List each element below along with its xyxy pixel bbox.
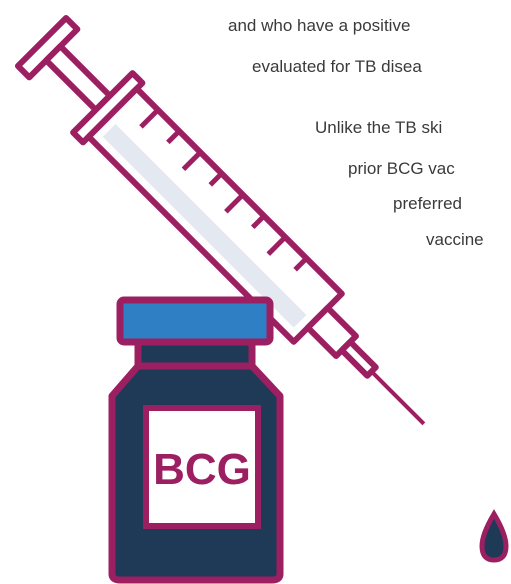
text-line: evaluated for TB disea bbox=[252, 57, 422, 76]
text-line: and who have a positive bbox=[228, 16, 410, 35]
page: {"text_lines": ["and who have a positive… bbox=[0, 0, 511, 584]
illustration: and who have a positive evaluated for TB… bbox=[0, 0, 511, 584]
vial-label: BCG bbox=[153, 445, 251, 494]
text-line: Unlike the TB ski bbox=[315, 118, 442, 137]
text-line: prior BCG vac bbox=[348, 159, 455, 178]
text-line: preferred bbox=[393, 194, 462, 213]
drop bbox=[482, 514, 506, 560]
text-line: vaccine bbox=[426, 230, 484, 249]
vial: BCG bbox=[112, 300, 280, 580]
